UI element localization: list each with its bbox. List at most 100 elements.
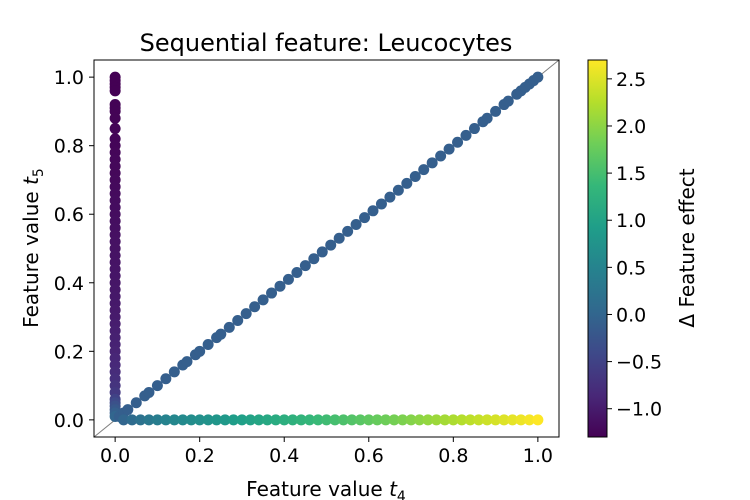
colorbar-tick-label: 0.0 xyxy=(616,304,646,326)
scatter-point-diagonal-31 xyxy=(350,219,362,231)
x-tick-label: 0.4 xyxy=(269,445,299,467)
colorbar-ticks: −1.0 −0.5 0.0 0.5 1.0 1.5 2.0 2.5 xyxy=(607,69,662,421)
scatter-point-diagonal-32 xyxy=(359,212,371,224)
scatter-point-diagonal-25 xyxy=(299,260,311,272)
scatter-point-diagonal-41 xyxy=(435,150,447,162)
scatter-point-t5_zero-21 xyxy=(295,414,307,426)
scatter-point-diagonal-13 xyxy=(202,338,214,350)
scatter-point-diagonal-22 xyxy=(274,280,286,292)
scatter-point-t5_zero-48 xyxy=(523,414,535,426)
scatter-point-t5_zero-41 xyxy=(464,414,476,426)
scatter-point-diagonal-56 xyxy=(532,71,544,83)
scatter-point-t5_zero-14 xyxy=(236,414,248,426)
scatter-point-t5_zero-36 xyxy=(422,414,434,426)
scatter-point-t5_zero-33 xyxy=(397,414,409,426)
scatter-point-t4_zero-9 xyxy=(109,123,121,135)
colorbar-tick-label: 2.5 xyxy=(616,69,646,91)
colorbar-tick-label: 1.0 xyxy=(616,210,646,232)
scatter-point-t5_zero-6 xyxy=(168,414,180,426)
scatter-point-diagonal-48 xyxy=(490,105,502,117)
scatter-point-t5_zero-26 xyxy=(337,414,349,426)
scatter-point-t5_zero-42 xyxy=(473,414,485,426)
scatter-points xyxy=(109,71,544,426)
x-tick-label: 0.8 xyxy=(438,445,468,467)
scatter-point-t5_zero-3 xyxy=(143,414,155,426)
x-tick-label: 0.2 xyxy=(185,445,215,467)
y-tick-label: 0.8 xyxy=(54,136,84,158)
scatter-point-t5_zero-49 xyxy=(532,414,544,426)
y-axis-label: Feature value t5 xyxy=(19,168,47,328)
scatter-point-t4_zero-4 xyxy=(109,85,121,97)
scatter-point-t5_zero-30 xyxy=(371,414,383,426)
scatter-point-t5_zero-2 xyxy=(135,414,146,426)
scatter-point-diagonal-35 xyxy=(384,191,396,203)
scatter-point-t5_zero-24 xyxy=(321,414,332,426)
scatter-point-t5_zero-10 xyxy=(202,414,214,426)
scatter-point-diagonal-6 xyxy=(151,380,163,392)
scatter-point-diagonal-8 xyxy=(168,366,180,378)
scatter-point-diagonal-7 xyxy=(160,373,172,385)
scatter-point-t5_zero-17 xyxy=(261,414,273,426)
scatter-point-diagonal-37 xyxy=(401,177,413,189)
scatter-point-diagonal-39 xyxy=(418,164,430,176)
scatter-point-diagonal-10 xyxy=(181,356,193,368)
scatter-point-t5_zero-4 xyxy=(151,414,163,426)
colorbar-tick-label: −1.0 xyxy=(616,399,662,421)
scatter-point-diagonal-33 xyxy=(367,205,379,217)
scatter-point-t5_zero-9 xyxy=(194,414,206,426)
scatter-point-t5_zero-23 xyxy=(312,414,324,426)
scatter-point-diagonal-2 xyxy=(122,404,134,416)
scatter-point-t5_zero-0 xyxy=(118,414,130,426)
y-axis: 0.0 0.2 0.4 0.6 0.8 1.0 xyxy=(54,67,94,432)
scatter-point-t5_zero-45 xyxy=(498,414,510,426)
scatter-point-diagonal-18 xyxy=(240,308,252,320)
scatter-point-t5_zero-15 xyxy=(244,414,256,426)
y-tick-label: 0.4 xyxy=(54,273,84,295)
scatter-point-t5_zero-5 xyxy=(160,414,172,426)
colorbar-label: Δ Feature effect xyxy=(675,168,699,327)
chart-title: Sequential feature: Leucocytes xyxy=(140,29,513,57)
y-tick-label: 0.2 xyxy=(54,341,84,363)
scatter-point-t5_zero-47 xyxy=(515,414,527,426)
x-tick-label: 0.0 xyxy=(100,445,130,467)
scatter-point-t5_zero-20 xyxy=(287,414,299,426)
scatter-point-diagonal-24 xyxy=(291,266,303,278)
scatter-point-t5_zero-8 xyxy=(185,414,197,426)
x-axis: 0.0 0.2 0.4 0.6 0.8 1.0 xyxy=(100,437,553,467)
y-tick-label: 0.0 xyxy=(54,410,84,432)
scatter-point-diagonal-27 xyxy=(316,246,328,258)
scatter-point-diagonal-26 xyxy=(308,253,320,265)
scatter-point-t5_zero-46 xyxy=(507,414,518,426)
scatter-point-t5_zero-25 xyxy=(329,414,341,426)
scatter-point-t5_zero-16 xyxy=(253,414,265,426)
scatter-point-diagonal-40 xyxy=(426,157,438,169)
scatter-point-t5_zero-18 xyxy=(270,414,282,426)
scatter-point-t5_zero-37 xyxy=(430,414,442,426)
scatter-point-diagonal-16 xyxy=(223,321,235,333)
scatter-point-t5_zero-11 xyxy=(211,414,223,426)
scatter-point-t5_zero-1 xyxy=(126,414,138,426)
scatter-point-t5_zero-38 xyxy=(439,414,451,426)
colorbar: −1.0 −0.5 0.0 0.5 1.0 1.5 2.0 2.5 Δ Feature eff… xyxy=(587,59,699,438)
scatter-point-diagonal-47 xyxy=(481,112,493,124)
scatter-point-t5_zero-19 xyxy=(278,414,290,426)
scatter-point-t5_zero-29 xyxy=(363,414,375,426)
y-tick-label: 1.0 xyxy=(54,67,84,89)
scatter-point-diagonal-30 xyxy=(342,225,354,237)
scatter-point-diagonal-45 xyxy=(468,123,480,135)
scatter-point-t5_zero-32 xyxy=(388,414,400,426)
scatter-point-t5_zero-31 xyxy=(380,414,392,426)
scatter-point-t5_zero-22 xyxy=(304,414,316,426)
x-axis-label: Feature value t4 xyxy=(246,477,406,500)
scatter-point-t5_zero-13 xyxy=(228,414,239,426)
scatter-point-diagonal-29 xyxy=(333,232,345,244)
scatter-point-diagonal-21 xyxy=(266,287,278,299)
scatter-point-t5_zero-43 xyxy=(481,414,493,426)
scatter-point-diagonal-36 xyxy=(392,184,404,196)
scatter-point-diagonal-34 xyxy=(375,198,387,210)
colorbar-tick-label: −0.5 xyxy=(616,352,662,374)
scatter-point-t5_zero-28 xyxy=(354,414,366,426)
scatter-point-t5_zero-40 xyxy=(456,414,468,426)
plot-frame xyxy=(93,59,560,438)
